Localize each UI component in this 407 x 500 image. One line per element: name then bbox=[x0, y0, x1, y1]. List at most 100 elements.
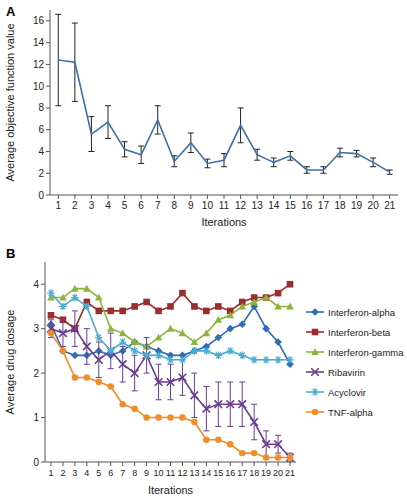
y-axis-label: Average objective function value bbox=[4, 23, 16, 181]
y-tick-label: 2 bbox=[38, 168, 44, 179]
y-tick bbox=[41, 462, 45, 463]
y-tick bbox=[46, 195, 50, 196]
panel-label: B bbox=[6, 246, 15, 261]
marker bbox=[83, 285, 91, 292]
y-tick bbox=[41, 417, 45, 418]
x-tick bbox=[306, 195, 307, 199]
marker bbox=[84, 374, 90, 380]
marker bbox=[215, 437, 221, 443]
marker bbox=[274, 338, 282, 346]
x-tick-label: 12 bbox=[235, 200, 247, 211]
marker bbox=[155, 334, 163, 341]
x-tick bbox=[240, 195, 241, 199]
error-bar bbox=[96, 342, 102, 378]
marker bbox=[215, 352, 223, 360]
marker bbox=[155, 414, 161, 420]
marker bbox=[215, 334, 223, 342]
x-tick bbox=[158, 462, 159, 466]
y-tick-label: 4 bbox=[33, 279, 39, 290]
x-tick bbox=[86, 462, 87, 466]
y-tick-label: 0 bbox=[38, 190, 44, 201]
y-tick bbox=[41, 373, 45, 374]
marker bbox=[167, 356, 175, 364]
y-axis bbox=[45, 262, 46, 462]
x-tick bbox=[356, 195, 357, 199]
panel: A024681012141612345678910111213141516171… bbox=[4, 4, 398, 228]
series-line bbox=[51, 284, 290, 328]
marker bbox=[95, 356, 103, 364]
series-line bbox=[58, 60, 389, 172]
marker bbox=[119, 401, 125, 407]
marker bbox=[179, 356, 187, 364]
x-tick-label: 6 bbox=[108, 468, 113, 478]
marker bbox=[95, 294, 103, 301]
marker bbox=[167, 303, 174, 310]
legend: Interferon-alphaInterferon-betaInterfero… bbox=[306, 307, 404, 418]
marker bbox=[167, 325, 175, 332]
marker bbox=[250, 298, 258, 305]
marker bbox=[59, 294, 67, 301]
error-bar bbox=[108, 333, 114, 369]
marker bbox=[203, 347, 211, 355]
y-tick bbox=[46, 86, 50, 87]
legend-marker bbox=[311, 308, 319, 316]
marker bbox=[47, 289, 55, 297]
marker bbox=[238, 320, 246, 328]
x-tick bbox=[182, 462, 183, 466]
x-tick bbox=[74, 462, 75, 466]
x-tick-label: 2 bbox=[72, 200, 78, 211]
error-bar bbox=[144, 338, 150, 374]
legend-marker bbox=[311, 388, 319, 396]
marker bbox=[167, 378, 175, 386]
x-tick-label: 21 bbox=[384, 200, 396, 211]
x-tick bbox=[58, 195, 59, 199]
x-tick bbox=[266, 462, 267, 466]
x-tick bbox=[62, 462, 63, 466]
marker bbox=[179, 290, 186, 297]
x-tick bbox=[190, 195, 191, 199]
marker bbox=[167, 414, 173, 420]
x-tick bbox=[157, 195, 158, 199]
marker bbox=[226, 347, 234, 355]
error-bar bbox=[251, 404, 257, 440]
marker bbox=[274, 356, 282, 364]
marker bbox=[143, 352, 151, 360]
x-tick-label: 9 bbox=[144, 468, 149, 478]
marker bbox=[238, 352, 246, 360]
marker bbox=[48, 312, 55, 319]
y-tick-label: 12 bbox=[33, 59, 45, 70]
x-tick bbox=[290, 195, 291, 199]
marker bbox=[71, 294, 79, 302]
marker bbox=[227, 441, 233, 447]
marker bbox=[191, 303, 198, 310]
y-tick-label: 2 bbox=[33, 368, 39, 379]
x-tick-label: 4 bbox=[84, 468, 89, 478]
y-tick-label: 6 bbox=[38, 124, 44, 135]
marker bbox=[262, 325, 270, 333]
marker bbox=[131, 347, 139, 355]
legend-marker bbox=[311, 348, 319, 355]
marker bbox=[203, 405, 211, 413]
y-tick-label: 14 bbox=[33, 37, 45, 48]
marker bbox=[191, 347, 199, 355]
figure: A024681012141612345678910111213141516171… bbox=[0, 0, 407, 500]
x-tick-label: 15 bbox=[213, 468, 223, 478]
x-tick bbox=[134, 462, 135, 466]
legend-label: Interferon-alpha bbox=[328, 307, 396, 318]
marker bbox=[275, 290, 282, 297]
y-tick bbox=[46, 42, 50, 43]
x-tick-label: 8 bbox=[132, 468, 137, 478]
marker bbox=[287, 454, 293, 460]
x-tick-label: 16 bbox=[225, 468, 235, 478]
x-axis-label: Iterations bbox=[148, 484, 194, 496]
marker bbox=[286, 454, 294, 462]
marker bbox=[203, 329, 211, 336]
marker bbox=[96, 379, 102, 385]
series-line bbox=[51, 306, 290, 364]
legend-label: Ribavirin bbox=[328, 367, 365, 378]
panel-label: A bbox=[6, 4, 16, 19]
x-tick-label: 14 bbox=[201, 468, 211, 478]
x-tick-label: 21 bbox=[285, 468, 295, 478]
y-tick-label: 16 bbox=[33, 15, 45, 26]
marker bbox=[226, 312, 234, 319]
